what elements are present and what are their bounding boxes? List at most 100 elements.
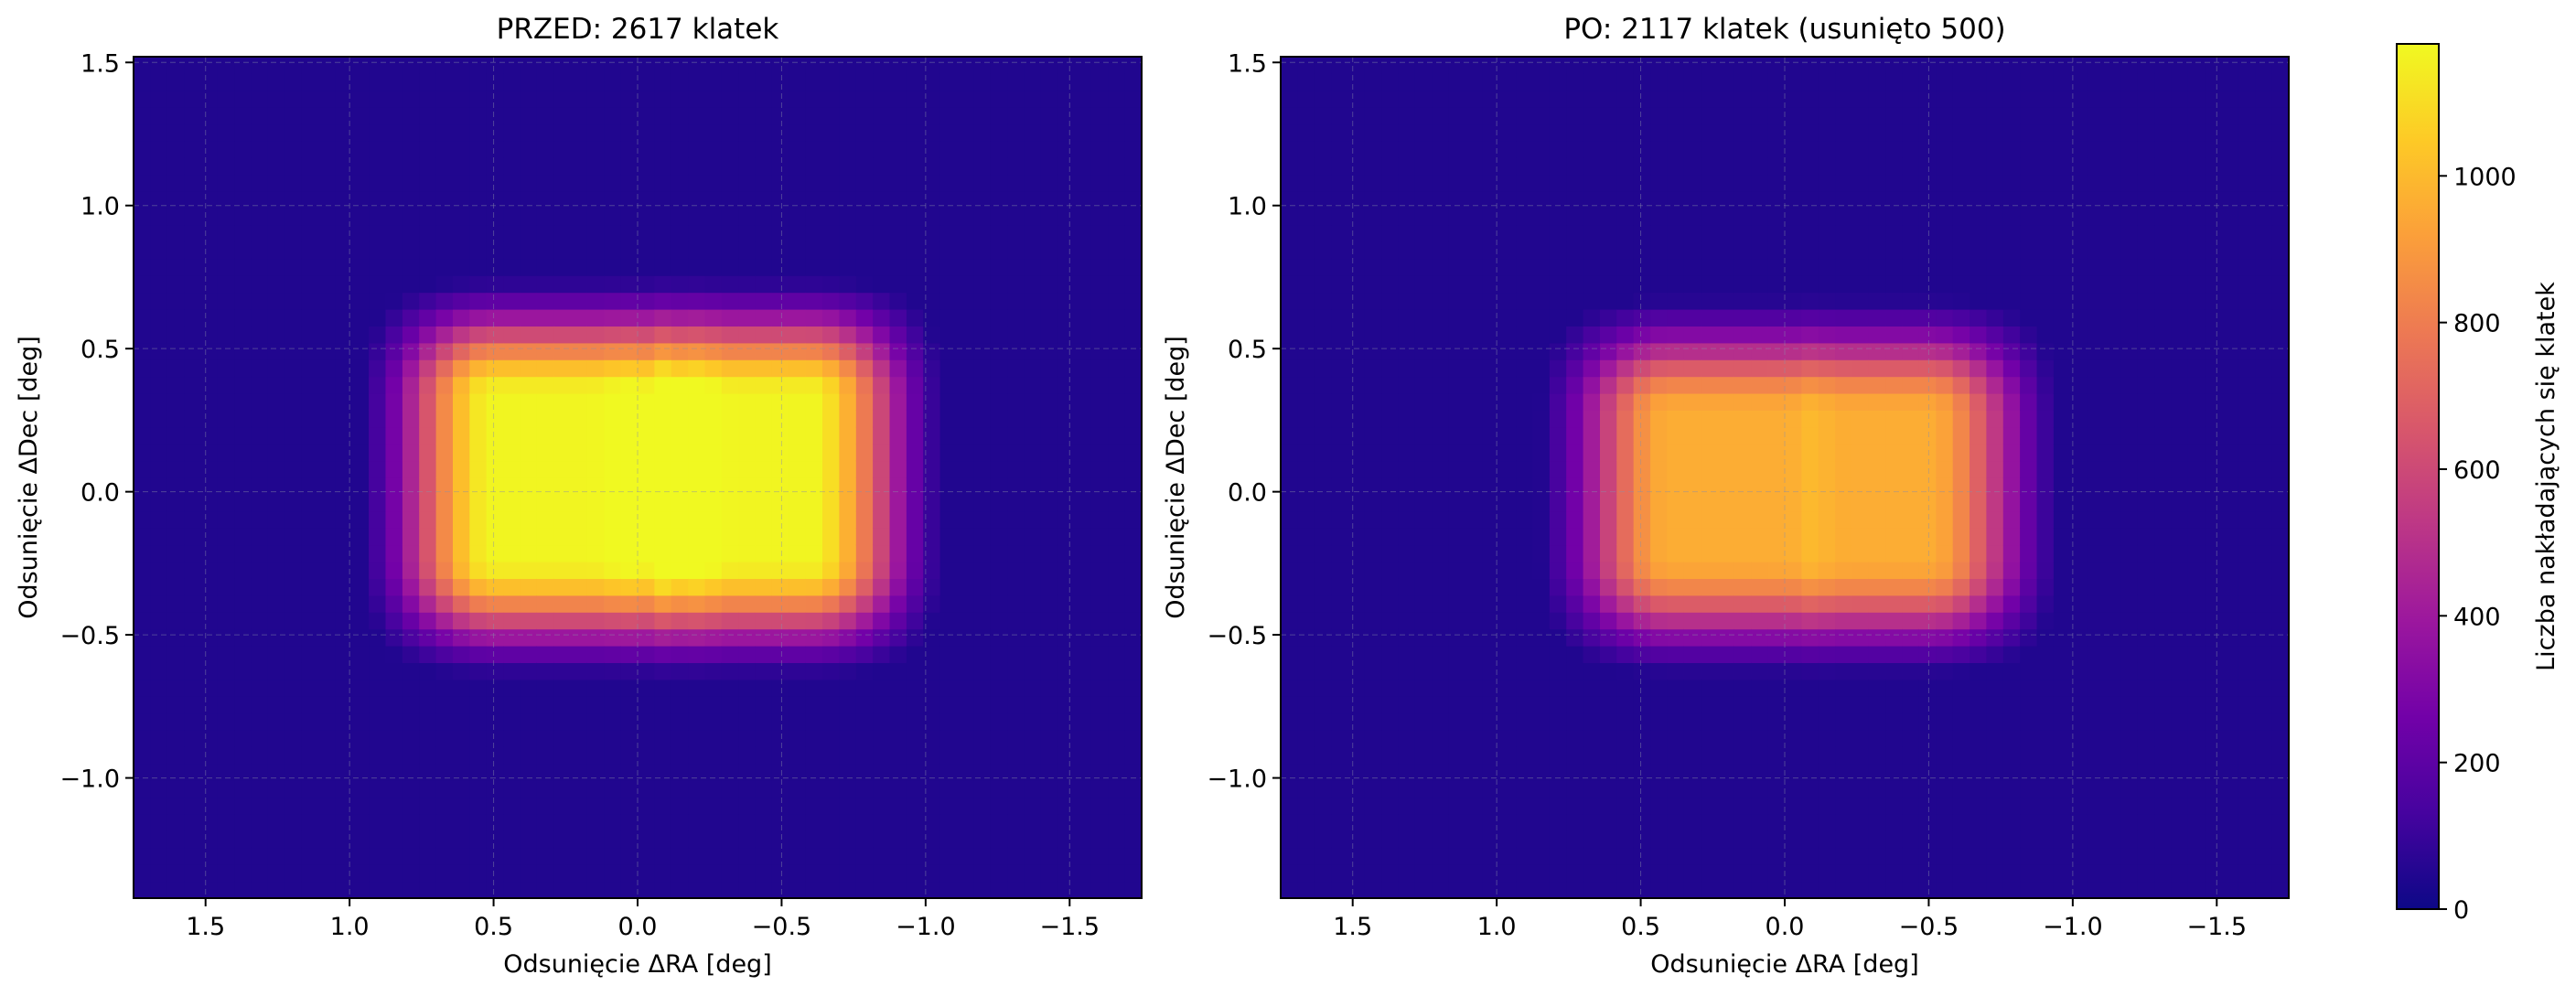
heat-cell bbox=[1751, 426, 1769, 444]
heat-cell bbox=[855, 123, 874, 142]
heat-cell bbox=[1616, 510, 1635, 529]
heat-cell bbox=[1701, 544, 1719, 562]
heat-cell bbox=[1381, 612, 1400, 630]
heat-cell bbox=[1482, 275, 1500, 294]
heat-cell bbox=[1448, 477, 1466, 495]
heat-cell bbox=[704, 444, 723, 462]
heat-cell bbox=[520, 594, 538, 613]
heat-cell bbox=[1314, 662, 1332, 680]
heat-cell bbox=[1751, 342, 1769, 360]
heat-cell bbox=[805, 225, 823, 242]
heat-cell bbox=[805, 544, 823, 562]
heat-cell bbox=[1057, 359, 1076, 378]
heat-cell bbox=[1751, 544, 1769, 562]
heat-cell bbox=[351, 864, 370, 883]
heat-cell bbox=[1465, 763, 1483, 781]
heat-cell bbox=[654, 309, 672, 327]
heat-cell bbox=[402, 309, 420, 327]
heat-cell bbox=[789, 712, 807, 731]
heat-cell bbox=[688, 309, 706, 327]
heat-cell bbox=[1751, 594, 1769, 613]
heat-cell bbox=[1331, 797, 1349, 815]
heat-cell bbox=[1566, 864, 1584, 883]
heat-cell bbox=[301, 662, 319, 680]
heat-cell bbox=[755, 594, 773, 613]
heat-cell bbox=[1835, 359, 1853, 378]
heat-cell bbox=[486, 225, 504, 242]
heat-cell bbox=[1785, 141, 1802, 158]
heat-cell bbox=[1314, 797, 1332, 815]
heat-cell bbox=[419, 309, 437, 327]
heat-cell bbox=[1074, 477, 1092, 495]
heat-cell bbox=[536, 157, 554, 176]
heat-cell bbox=[150, 225, 168, 242]
heat-cell bbox=[1600, 359, 1617, 378]
heat-cell bbox=[755, 410, 773, 428]
heat-cell bbox=[1482, 107, 1500, 125]
heat-cell bbox=[1835, 662, 1853, 680]
heat-cell bbox=[234, 847, 252, 865]
heat-cell bbox=[1868, 696, 1886, 714]
heat-cell bbox=[721, 326, 739, 344]
heat-cell bbox=[1650, 326, 1669, 344]
heat-cell bbox=[301, 309, 319, 327]
heat-cell bbox=[1331, 90, 1349, 108]
heat-cell bbox=[301, 275, 319, 294]
heat-cell bbox=[721, 494, 739, 512]
heat-cell bbox=[923, 157, 941, 176]
heat-cell bbox=[335, 646, 353, 663]
heat-cell bbox=[1667, 258, 1685, 276]
heat-cell bbox=[755, 309, 773, 327]
heat-cell bbox=[1868, 359, 1886, 378]
heat-cell bbox=[1868, 780, 1886, 798]
heat-cell bbox=[301, 123, 319, 142]
heat-cell bbox=[1600, 881, 1617, 899]
heat-cell bbox=[1465, 544, 1483, 562]
heat-cell bbox=[184, 157, 202, 176]
heat-cell bbox=[1024, 225, 1042, 242]
heat-cell bbox=[570, 107, 588, 125]
heat-cell bbox=[1583, 662, 1601, 680]
heat-cell bbox=[1331, 258, 1349, 276]
heat-cell bbox=[1482, 90, 1500, 108]
heat-cell bbox=[369, 646, 387, 663]
heat-cell bbox=[1432, 359, 1450, 378]
heat-cell bbox=[1007, 107, 1025, 125]
heat-cell bbox=[620, 174, 639, 192]
heat-cell bbox=[1902, 746, 1920, 765]
heat-cell bbox=[738, 730, 757, 747]
heat-cell bbox=[284, 763, 303, 781]
heat-cell bbox=[284, 712, 303, 731]
heat-cell bbox=[1616, 376, 1635, 394]
heat-cell bbox=[150, 258, 168, 276]
heat-cell bbox=[738, 123, 757, 142]
heat-cell bbox=[671, 376, 689, 394]
heat-cell bbox=[1751, 157, 1769, 176]
heat-cell bbox=[1297, 123, 1315, 142]
heat-cell bbox=[855, 107, 874, 125]
heat-cell bbox=[638, 208, 655, 226]
heat-cell bbox=[906, 141, 924, 158]
heat-cell bbox=[1616, 326, 1635, 344]
heat-cell bbox=[1297, 864, 1315, 883]
heat-cell bbox=[1683, 90, 1701, 108]
heat-cell bbox=[704, 460, 723, 478]
heat-cell bbox=[419, 730, 437, 747]
heat-cell bbox=[503, 847, 521, 865]
heat-cell bbox=[789, 696, 807, 714]
heat-cell bbox=[1767, 174, 1786, 192]
heat-cell bbox=[234, 830, 252, 849]
heat-cell bbox=[1498, 376, 1517, 394]
heat-cell bbox=[1381, 510, 1400, 529]
heat-cell bbox=[1918, 359, 1937, 378]
heat-cell bbox=[520, 544, 538, 562]
heat-cell bbox=[939, 73, 958, 91]
heat-cell bbox=[520, 460, 538, 478]
heat-cell bbox=[1414, 528, 1433, 546]
heat-cell bbox=[973, 679, 992, 697]
heat-cell bbox=[1566, 292, 1584, 310]
heat-cell bbox=[721, 107, 739, 125]
heat-cell bbox=[586, 544, 605, 562]
heat-cell bbox=[771, 696, 789, 714]
heat-cell bbox=[1414, 881, 1433, 899]
